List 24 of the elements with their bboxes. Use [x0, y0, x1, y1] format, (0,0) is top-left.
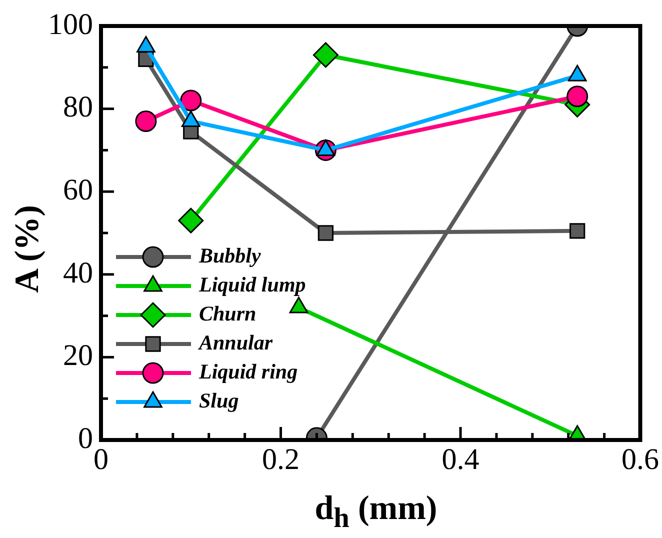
- legend-label: Liquid ring: [198, 359, 298, 384]
- point: [566, 86, 588, 108]
- legend-label: Slug: [199, 388, 239, 412]
- x-tick-label: 0.2: [262, 442, 300, 476]
- legend-label: Annular: [197, 330, 274, 354]
- point: [135, 110, 157, 132]
- y-axis-title: A (%): [9, 204, 47, 295]
- point: [318, 225, 334, 241]
- y-tick-label: 0: [78, 422, 93, 455]
- legend-label: Bubbly: [198, 243, 262, 268]
- legend-label: Churn: [199, 301, 256, 326]
- y-tick-label: 60: [63, 173, 93, 206]
- point: [570, 223, 586, 239]
- y-tick-label: 20: [63, 339, 93, 372]
- y-tick-label: 100: [48, 8, 93, 41]
- legend-label: Liquid lump: [198, 272, 306, 296]
- x-tick-label: 0.6: [622, 442, 659, 476]
- point: [180, 90, 202, 112]
- y-tick-label: 80: [63, 90, 93, 124]
- x-axis-title: d$_{h}$ (mm): [314, 490, 438, 535]
- x-tick-label: 0.4: [442, 442, 480, 476]
- y-tick-label: 40: [63, 256, 93, 290]
- point: [178, 208, 204, 234]
- point: [312, 42, 338, 68]
